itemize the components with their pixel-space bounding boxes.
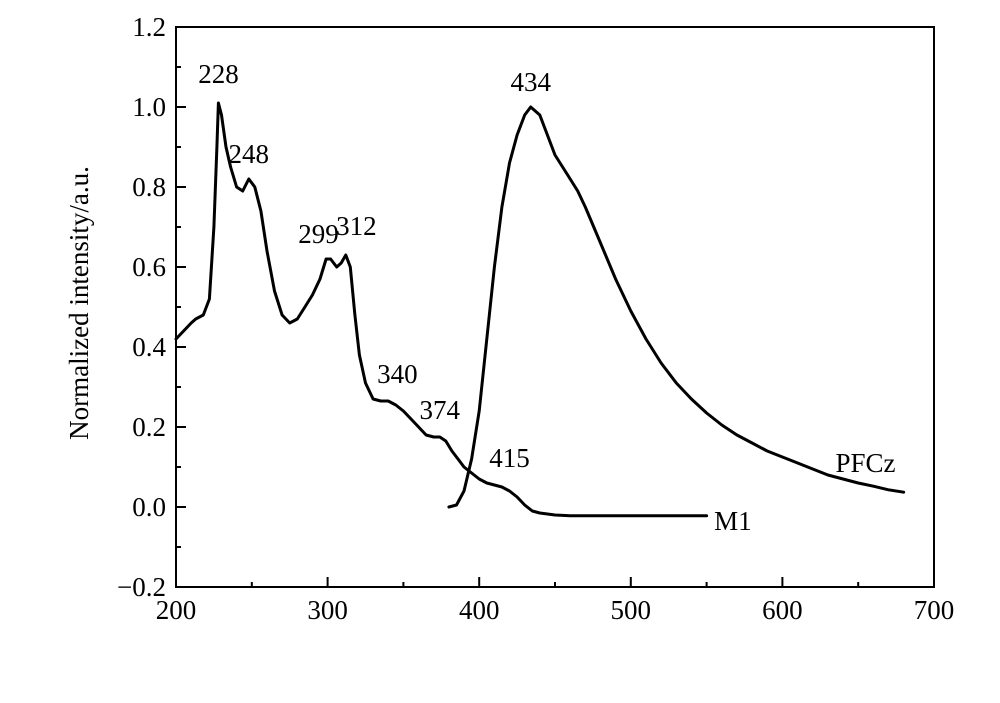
y-tick-label: 0.6: [132, 252, 166, 282]
y-tick-label: 1.0: [132, 92, 166, 122]
x-tick-label: 700: [914, 595, 955, 625]
y-axis-title: Normalized intensity/a.u.: [64, 166, 94, 440]
x-tick-label: 400: [459, 595, 500, 625]
y-tick-label: 0.8: [132, 172, 166, 202]
plot-frame: [175, 26, 935, 588]
x-tick-label: 600: [762, 595, 803, 625]
series-label: PFCz: [835, 448, 895, 478]
peak-label: 228: [198, 59, 239, 89]
series-group: M1 PFCz: [174, 101, 906, 536]
x-tick-label: 300: [307, 595, 348, 625]
x-axis: 200 300 400 500 600 700: [156, 577, 955, 625]
y-tick-label: −0.2: [117, 572, 166, 602]
peak-label: 248: [229, 139, 270, 169]
peak-label: 374: [420, 395, 461, 425]
series-line-m1: [174, 101, 709, 518]
y-tick-label: 1.2: [132, 12, 166, 42]
series-line-pfcz: [447, 105, 906, 509]
y-tick-label: 0.2: [132, 412, 166, 442]
series-label: M1: [714, 506, 752, 536]
peak-label: 415: [489, 443, 530, 473]
y-tick-label: 0.0: [132, 492, 166, 522]
y-tick-label: 0.4: [132, 332, 166, 362]
peak-label: 299: [298, 219, 339, 249]
y-axis: −0.2 0.0 0.2 0.4 0.6 0.8 1.0 1.2: [117, 12, 186, 602]
x-tick-label: 200: [156, 595, 197, 625]
peak-label: 340: [377, 359, 418, 389]
peak-label: 312: [336, 211, 377, 241]
x-tick-label: 500: [611, 595, 652, 625]
plot-border: [175, 26, 935, 588]
peak-label: 434: [510, 67, 551, 97]
